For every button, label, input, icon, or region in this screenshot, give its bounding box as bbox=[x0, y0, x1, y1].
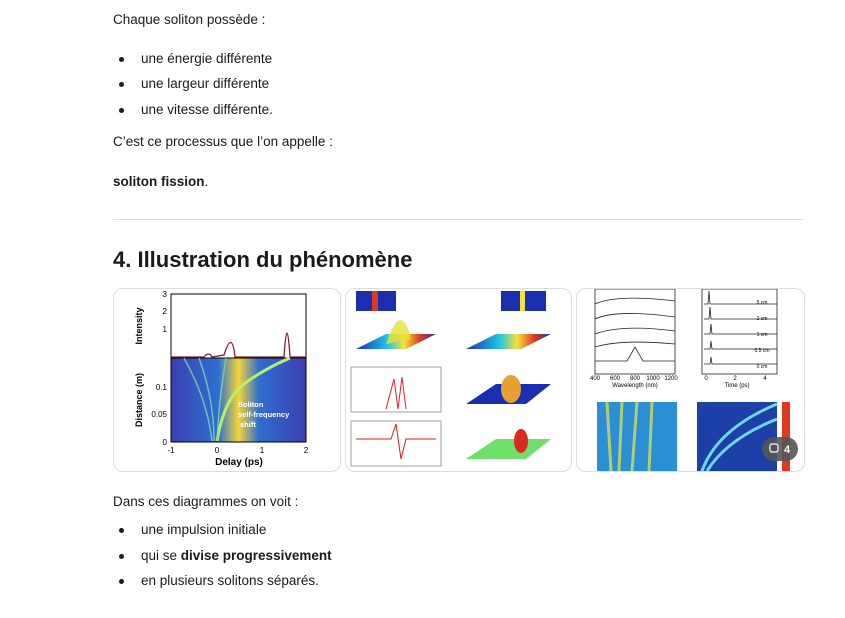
plot-frame bbox=[170, 357, 307, 443]
colorbar bbox=[782, 402, 790, 471]
list-item: une vitesse différente. bbox=[141, 102, 273, 117]
figure bbox=[350, 291, 551, 467]
tick-label: 1 cm bbox=[757, 332, 768, 338]
text: . bbox=[204, 174, 209, 189]
annotation: self-frequency bbox=[238, 410, 290, 419]
tick-label: 0 bbox=[215, 446, 220, 455]
list-item: une énergie différente bbox=[141, 51, 273, 66]
tick-label: 5 cm bbox=[757, 300, 768, 306]
list-item: qui se divise progressivement bbox=[141, 547, 332, 565]
annotation: shift bbox=[240, 420, 256, 429]
tick-label: 3 bbox=[163, 290, 168, 299]
curve bbox=[356, 423, 436, 460]
surface bbox=[466, 334, 551, 349]
image-card[interactable]: Intensity Distance (m) 3 2 1 0.1 0.05 0 … bbox=[113, 288, 341, 472]
tick-label: 1000 bbox=[646, 376, 660, 382]
panel bbox=[594, 289, 676, 375]
image-count-badge[interactable] bbox=[762, 437, 798, 461]
trace bbox=[605, 401, 654, 471]
tick-label: 4 bbox=[763, 376, 767, 382]
tick-label: 0 bbox=[704, 376, 708, 382]
tick-label: 600 bbox=[610, 376, 621, 382]
axis-label: Delay (ps) bbox=[215, 457, 263, 468]
divider bbox=[113, 219, 803, 220]
tick-label: 1200 bbox=[664, 376, 678, 382]
curve bbox=[385, 376, 407, 410]
dispersive-trace bbox=[183, 357, 227, 442]
tick-label: 0.1 bbox=[156, 383, 168, 392]
axis-label: Distance (m) bbox=[134, 373, 144, 427]
bullet bbox=[119, 554, 124, 559]
heading: 4. Illustration du phénomène bbox=[113, 247, 413, 272]
surface bbox=[514, 429, 528, 453]
tick-label: 400 bbox=[590, 376, 601, 382]
image-card[interactable] bbox=[345, 288, 572, 472]
tick-label: 0.05 bbox=[151, 410, 167, 419]
surface bbox=[466, 439, 551, 459]
paragraph: soliton fission. bbox=[113, 173, 208, 191]
panel bbox=[701, 289, 778, 375]
bullet bbox=[119, 528, 124, 533]
panel bbox=[350, 420, 442, 467]
list-item: en plusieurs solitons séparés. bbox=[141, 573, 319, 588]
bullet bbox=[119, 579, 124, 584]
bullet bbox=[119, 82, 124, 87]
bullet bbox=[119, 108, 124, 113]
surface bbox=[501, 375, 521, 403]
bold-text: divise progressivement bbox=[180, 548, 332, 563]
bold-term: soliton fission bbox=[113, 174, 205, 189]
plot-frame bbox=[170, 293, 307, 359]
spectrum-curve bbox=[594, 297, 676, 362]
tick-label: 0 cm bbox=[757, 364, 768, 370]
figure: 5 cm 2 cm 1 cm 0.5 cm 0 cm 400 600 800 1… bbox=[590, 289, 798, 471]
intensity-curve bbox=[171, 332, 306, 358]
paragraph: Dans ces diagrammes on voit : bbox=[113, 494, 299, 509]
intro: Chaque soliton possède : bbox=[113, 12, 266, 27]
tick-label: 2 cm bbox=[757, 316, 768, 322]
pulse-curve bbox=[704, 290, 777, 365]
tick-label: 0 bbox=[163, 438, 168, 447]
annotation: Soliton bbox=[238, 400, 264, 409]
tick-label: -1 bbox=[167, 446, 175, 455]
tick-label: 2 bbox=[163, 307, 168, 316]
image-card[interactable]: 5 cm 2 cm 1 cm 0.5 cm 0 cm 400 600 800 1… bbox=[576, 288, 805, 472]
panel bbox=[372, 291, 378, 311]
panel bbox=[350, 366, 442, 413]
paragraph: C’est ce processus que l’on appelle : bbox=[113, 134, 333, 149]
figure: Intensity Distance (m) 3 2 1 0.1 0.05 0 … bbox=[134, 290, 309, 468]
panel bbox=[520, 291, 525, 311]
bullet bbox=[119, 57, 124, 62]
panel bbox=[697, 402, 777, 471]
axis-label: Intensity bbox=[134, 307, 144, 344]
axis-label: Time (ps) bbox=[724, 383, 749, 389]
surface bbox=[386, 320, 411, 344]
tick-label: 1 bbox=[260, 446, 265, 455]
tick-label: 800 bbox=[630, 376, 641, 382]
tick-label: 1 bbox=[163, 325, 168, 334]
tick-label: 0.5 cm bbox=[754, 348, 769, 354]
tick-label: 2 bbox=[304, 446, 309, 455]
image-count: 4 bbox=[784, 444, 791, 456]
text: qui se bbox=[141, 548, 181, 563]
gallery-icon bbox=[769, 443, 779, 453]
list-item: une impulsion initiale bbox=[141, 522, 267, 537]
list-item: une largeur différente bbox=[141, 76, 270, 91]
axis-label: Wavelength (nm) bbox=[612, 383, 657, 389]
soliton-trace bbox=[215, 356, 291, 442]
tick-label: 2 bbox=[733, 376, 737, 382]
trace bbox=[700, 402, 778, 471]
